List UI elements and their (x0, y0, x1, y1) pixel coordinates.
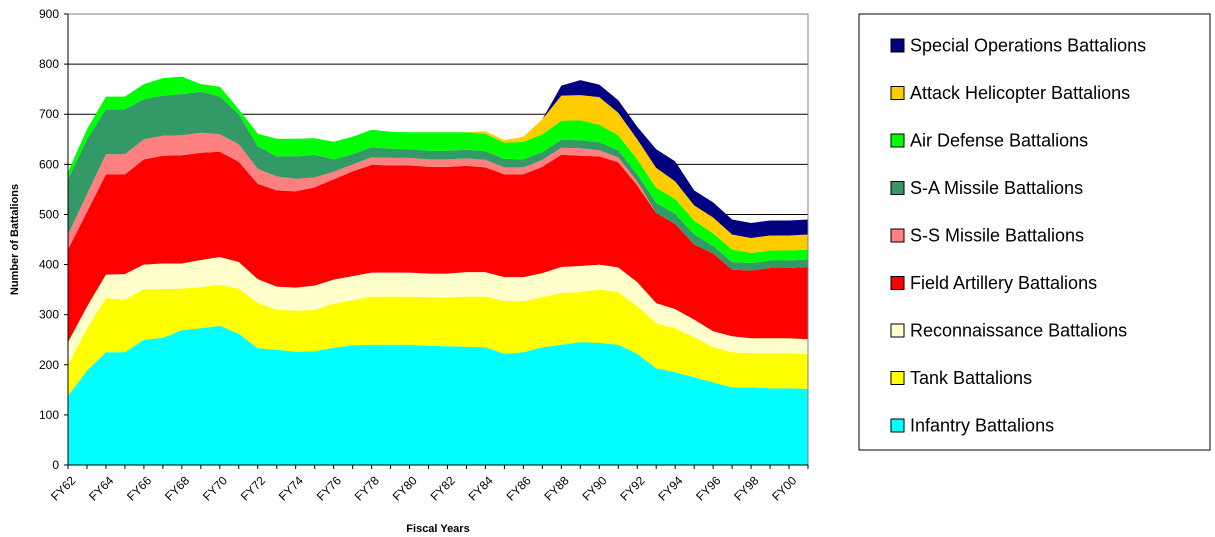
x-tick-label: FY62 (48, 473, 78, 503)
legend-swatch-infantry-battalions (890, 418, 905, 433)
y-tick-label: 400 (39, 258, 59, 272)
legend-label-special-operations-battalions: Special Operations Battalions (910, 36, 1146, 56)
x-tick-label: FY00 (769, 473, 799, 503)
x-tick-label: FY80 (390, 473, 420, 503)
y-axis: 0 100 200 300 400 500 600 700 800 900 (39, 7, 69, 472)
x-axis: FY62 FY64 FY66 FY68 FY70 FY72 FY74 FY76 FY78 FY80… (48, 464, 809, 504)
area-s-s-missile-battalions (68, 132, 808, 271)
legend-box (858, 13, 1211, 451)
x-tick-label: FY84 (466, 473, 496, 503)
x-tick-label: FY64 (86, 473, 116, 503)
legend-swatch-air-defense-battalions (890, 133, 905, 148)
y-tick-label: 300 (39, 308, 59, 322)
x-tick-label: FY82 (428, 473, 458, 503)
x-tick-label: FY66 (124, 473, 154, 503)
legend-swatch-field-artillery-battalions (890, 276, 905, 290)
legend-label-field-artillery-battalions: Field Artillery Battalions (910, 273, 1097, 293)
y-tick-label: 100 (39, 408, 59, 422)
legend-swatch-special-operations-battalions (890, 38, 905, 53)
area-tank-battalions (68, 284, 808, 396)
y-tick-label: 800 (39, 57, 59, 71)
x-tick-label: FY68 (162, 473, 192, 503)
legend-swatch-tank-battalions (890, 371, 905, 385)
y-tick-label: 0 (52, 458, 59, 472)
area-series-group (68, 76, 808, 465)
x-tick-label: FY94 (655, 473, 685, 503)
x-tick-label: FY92 (617, 473, 647, 503)
x-tick-label: FY70 (200, 473, 230, 503)
area-attack-helicopter-battalions (68, 76, 808, 254)
area-special-operations-battalions (68, 76, 808, 238)
y-tick-label: 200 (39, 358, 59, 372)
legend-label-air-defense-battalions: Air Defense Battalions (910, 131, 1088, 151)
area-reconnaissance-battalions (68, 257, 808, 365)
x-tick-label: FY98 (731, 473, 761, 503)
x-tick-label: FY86 (504, 473, 534, 503)
legend-label-s-s-missile-battalions: S-S Missile Battalions (910, 226, 1084, 246)
legend-label-infantry-battalions: Infantry Battalions (910, 416, 1054, 436)
x-tick-label: FY96 (693, 473, 723, 503)
x-tick-label: FY74 (276, 473, 306, 503)
legend-swatch-s-s-missile-battalions (890, 228, 905, 243)
legend-swatch-reconnaissance-battalions (890, 323, 905, 338)
legend-label-tank-battalions: Tank Battalions (910, 368, 1032, 388)
x-tick-label: FY78 (352, 473, 382, 503)
area-air-defense-battalions (68, 76, 808, 264)
y-axis-title: Number of Battalions (9, 184, 21, 295)
x-tick-label: FY90 (579, 473, 609, 503)
area-field-artillery-battalions (68, 151, 808, 343)
x-tick-label: FY72 (238, 473, 268, 503)
y-tick-label: 500 (39, 207, 59, 221)
legend-label-reconnaissance-battalions: Reconnaissance Battalions (910, 321, 1127, 341)
legend-swatch-s-a-missile-battalions (890, 181, 905, 195)
area-infantry-battalions (68, 325, 808, 465)
legend-label-attack-helicopter-battalions: Attack Helicopter Battalions (910, 83, 1130, 103)
x-tick-label: FY76 (314, 473, 344, 503)
y-tick-label: 600 (39, 157, 59, 171)
legend: Special Operations Battalions Attack Heli… (858, 13, 1211, 451)
y-tick-label: 700 (39, 107, 59, 121)
x-axis-title: Fiscal Years (406, 523, 469, 535)
x-tick-label: FY88 (541, 473, 571, 503)
legend-label-s-a-missile-battalions: S-A Missile Battalions (910, 178, 1083, 198)
y-tick-label: 900 (39, 7, 59, 21)
area-s-a-missile-battalions (68, 91, 808, 271)
legend-swatch-attack-helicopter-battalions (890, 86, 905, 100)
